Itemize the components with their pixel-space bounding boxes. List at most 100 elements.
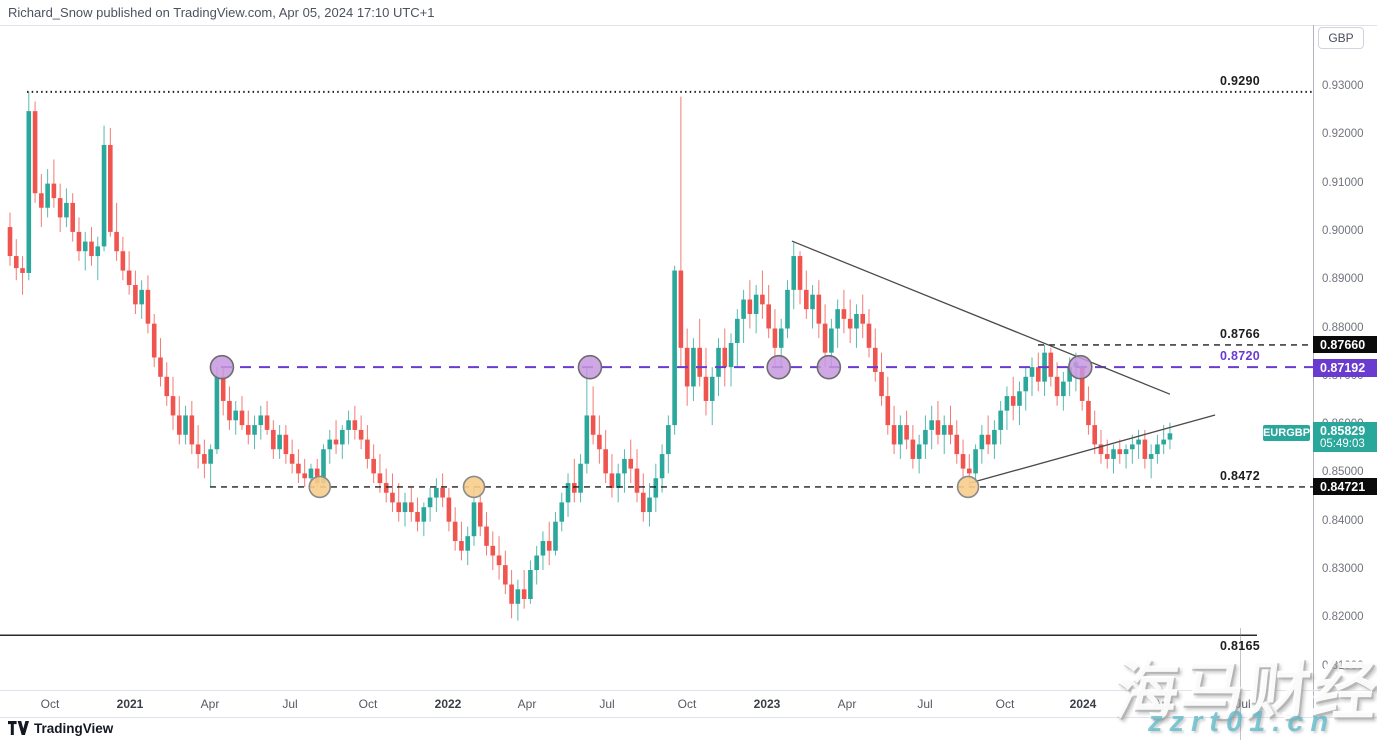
candle-body xyxy=(1142,439,1148,459)
candle-body xyxy=(214,376,220,450)
candle-body xyxy=(1155,444,1160,455)
candle-body xyxy=(678,270,684,348)
candle-body xyxy=(803,289,809,310)
candle-body xyxy=(615,473,621,488)
price-axis-tick: 0.90000 xyxy=(1322,224,1364,237)
candle-body xyxy=(239,410,245,426)
candle-body xyxy=(1148,454,1154,459)
candle-body xyxy=(1167,433,1173,440)
candle-body xyxy=(296,463,301,474)
candle-body xyxy=(51,183,57,199)
candle-body xyxy=(271,429,276,450)
candle-body xyxy=(866,323,872,348)
tradingview-logo[interactable]: TradingView xyxy=(8,721,113,736)
candle-body xyxy=(1067,367,1072,382)
candle-body xyxy=(371,458,376,474)
candle-body xyxy=(898,425,903,445)
candle-body xyxy=(885,396,891,426)
candle-body xyxy=(314,468,320,484)
candle-body xyxy=(954,434,960,455)
candle-body xyxy=(1136,439,1141,445)
purple-marker-circle[interactable] xyxy=(1067,354,1093,380)
candle-body xyxy=(967,468,972,474)
candle-body xyxy=(672,270,677,426)
price-axis-tick: 0.92000 xyxy=(1322,128,1364,141)
candle-body xyxy=(515,589,521,604)
purple-marker-circle[interactable] xyxy=(816,354,842,380)
price-axis-tick: 0.81000 xyxy=(1322,659,1364,672)
candle-body xyxy=(1111,449,1116,459)
candle-body xyxy=(108,144,113,232)
trendline[interactable] xyxy=(969,414,1216,484)
candle-body xyxy=(377,473,383,484)
price-badge-0.87192: 0.87192 xyxy=(1313,358,1377,377)
candle-body xyxy=(484,526,489,546)
candle-body xyxy=(572,483,577,493)
candle-body xyxy=(753,294,759,315)
price-axis-tick: 0.93000 xyxy=(1322,80,1364,92)
candle-body xyxy=(565,483,571,503)
candle-body xyxy=(559,502,565,522)
level-price-label: 0.8472 xyxy=(1219,468,1260,483)
candle-body xyxy=(289,454,295,464)
purple-marker-circle[interactable] xyxy=(577,354,603,380)
candle-body xyxy=(352,420,358,430)
time-axis-tick-Jul: Jul xyxy=(282,697,298,711)
candle-body xyxy=(622,458,627,474)
candle-body xyxy=(785,289,790,329)
candle-body xyxy=(45,183,50,208)
candle-body xyxy=(741,299,746,319)
orange-marker-circle[interactable] xyxy=(956,475,980,499)
candle-body xyxy=(465,536,471,551)
time-axis-bottom-border xyxy=(0,717,1377,718)
candle-body xyxy=(584,415,590,464)
candle-body xyxy=(170,396,176,416)
candle-body xyxy=(183,415,188,435)
candle-body xyxy=(916,444,922,459)
purple-marker-circle[interactable] xyxy=(766,354,792,380)
candle-body xyxy=(640,492,646,513)
candle-body xyxy=(910,439,916,459)
candle-body xyxy=(1098,444,1104,455)
purple-marker-circle[interactable] xyxy=(209,354,235,380)
candle-body xyxy=(603,449,608,474)
candle-body xyxy=(32,111,38,194)
candle-body xyxy=(1130,444,1135,450)
candle-body xyxy=(496,555,502,566)
trendline[interactable] xyxy=(791,240,1171,395)
orange-marker-circle[interactable] xyxy=(308,475,332,499)
candle-body xyxy=(904,425,909,440)
candle-body xyxy=(985,434,991,445)
candle-body xyxy=(703,376,709,401)
candle-body xyxy=(722,347,728,368)
candle-body xyxy=(1092,425,1098,445)
candle-body xyxy=(1048,352,1054,377)
candle-body xyxy=(948,425,953,435)
candle-body xyxy=(1054,376,1060,397)
candle-body xyxy=(716,347,721,377)
candle-body xyxy=(158,357,163,377)
candle-body xyxy=(277,434,282,450)
candle-body xyxy=(992,429,997,445)
orange-marker-circle[interactable] xyxy=(462,475,486,499)
candle-body xyxy=(189,415,195,445)
currency-toggle-button[interactable]: GBP xyxy=(1318,27,1364,49)
candle-body xyxy=(797,256,803,290)
candle-body xyxy=(578,463,583,493)
candle-body xyxy=(666,425,671,455)
candle-body xyxy=(841,309,847,319)
time-axis-top-border xyxy=(0,690,1377,691)
candle-body xyxy=(810,294,815,310)
candle-body xyxy=(258,415,264,426)
price-badge-0.85829: 0.85829 05:49:03 xyxy=(1313,422,1377,453)
time-axis-tick-Oct: Oct xyxy=(358,697,378,711)
candle-body xyxy=(760,294,765,305)
candle-body xyxy=(64,202,69,218)
candle-body xyxy=(829,328,834,353)
candle-body xyxy=(553,521,558,551)
price-badge-0.87660: 0.87660 xyxy=(1313,336,1377,354)
candle-body xyxy=(89,241,94,257)
candle-body xyxy=(766,304,771,329)
